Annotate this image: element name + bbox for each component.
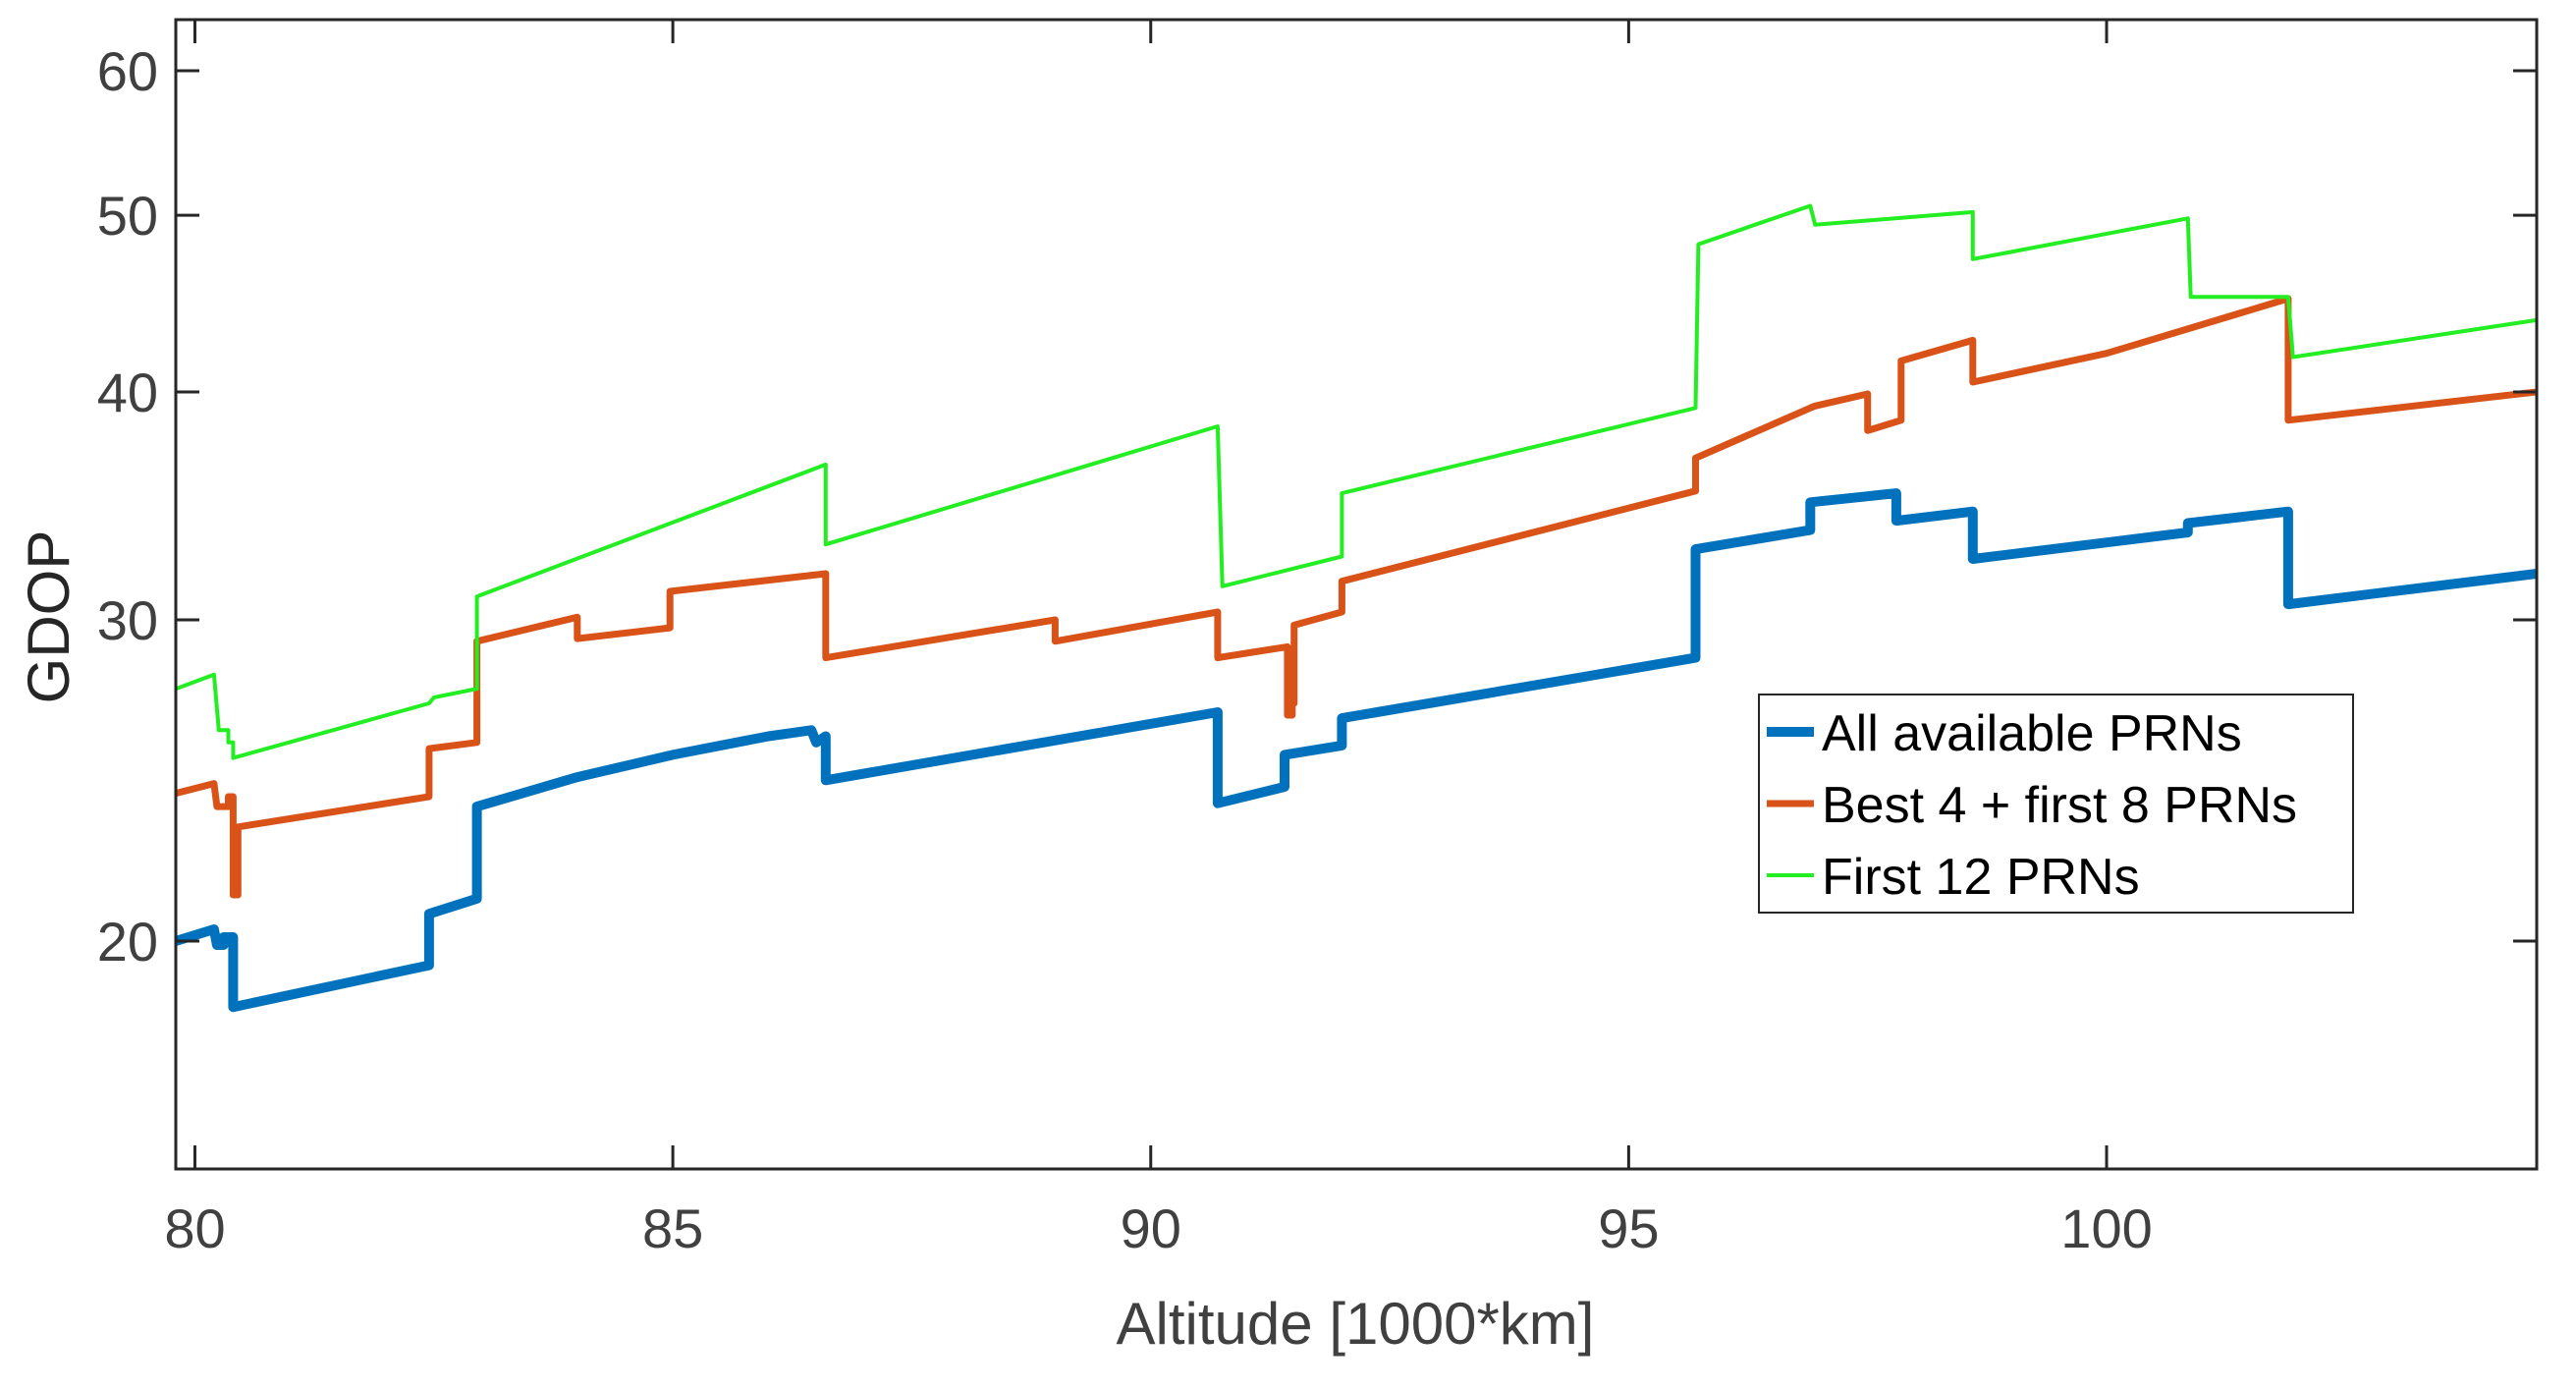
y-tick-label: 40 xyxy=(97,361,158,423)
y-tick-label: 60 xyxy=(97,40,158,102)
y-tick-label: 30 xyxy=(97,589,158,651)
legend-entry-label: All available PRNs xyxy=(1822,705,2242,762)
axes-layer xyxy=(174,18,2539,1171)
series-line-3 xyxy=(176,203,2537,760)
series-line-2 xyxy=(176,295,2537,899)
x-axis-label: Altitude [1000*km] xyxy=(1117,1291,1595,1357)
series-layer xyxy=(176,203,2537,1013)
x-tick-label: 100 xyxy=(2060,1197,2152,1259)
ticks-layer: 80 85 90 95 100 20 30 40 50 60 xyxy=(97,20,2537,1259)
x-tick-label: 95 xyxy=(1598,1197,1659,1259)
y-axis-label: GDOP xyxy=(16,530,82,704)
x-tick-label: 85 xyxy=(642,1197,703,1259)
x-tick-label: 80 xyxy=(164,1197,225,1259)
legend-entry-label: Best 4 + first 8 PRNs xyxy=(1822,777,2297,834)
plot-frame xyxy=(174,18,2539,1171)
y-tick-label: 20 xyxy=(97,911,158,973)
series-line-1 xyxy=(176,488,2537,1013)
legend-entry-label: First 12 PRNs xyxy=(1822,849,2140,906)
x-tick-label: 90 xyxy=(1121,1197,1181,1259)
y-tick-label: 50 xyxy=(97,185,158,247)
legend-box xyxy=(1758,694,2354,914)
legend: All available PRNs Best 4 + first 8 PRNs F… xyxy=(1758,694,2354,914)
